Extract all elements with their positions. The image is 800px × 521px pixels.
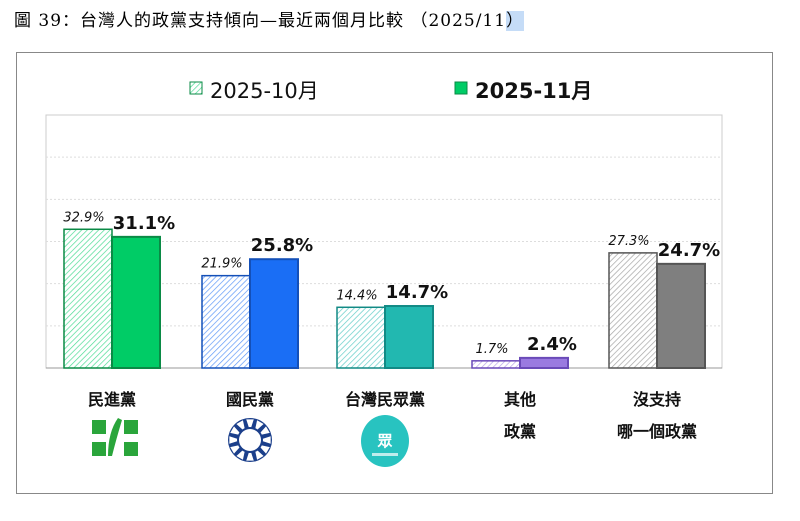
bar-oct	[471, 360, 521, 369]
data-label: 31.1%	[113, 213, 175, 234]
data-label: 1.7%	[475, 342, 508, 357]
tpp-logo: 眾	[361, 415, 409, 467]
chart-frame	[16, 52, 773, 494]
svg-text:眾: 眾	[376, 432, 392, 450]
category-label: 國民黨	[226, 390, 274, 409]
category-label: 沒支持	[633, 390, 681, 409]
title-selected: ）	[506, 11, 525, 31]
legend-label: 2025-10月	[210, 79, 319, 103]
bar-oct	[201, 274, 251, 369]
bar-nov	[519, 356, 569, 370]
legend-label: 2025-11月	[475, 79, 592, 103]
category-label: 哪一個政黨	[617, 422, 697, 441]
data-label: 25.8%	[251, 235, 313, 256]
category-label: 民進黨	[88, 390, 136, 409]
legend-swatch	[454, 81, 468, 95]
bar-oct	[336, 306, 386, 369]
data-label: 32.9%	[63, 210, 104, 225]
data-label: 2.4%	[527, 334, 577, 355]
legend-swatch	[189, 81, 203, 95]
dpp-logo	[92, 418, 138, 456]
data-label: 14.7%	[386, 282, 448, 303]
bar-oct	[63, 228, 113, 369]
bar-nov	[656, 262, 706, 369]
category-label: 台灣民眾黨	[345, 390, 425, 409]
data-label: 21.9%	[201, 257, 242, 272]
category-label: 政黨	[504, 422, 536, 441]
data-label: 14.4%	[336, 288, 377, 303]
bar-nov	[384, 305, 434, 370]
data-label: 27.3%	[608, 234, 649, 249]
bar-nov	[249, 258, 299, 369]
bar-nov	[111, 235, 161, 369]
kmt-logo	[228, 418, 272, 462]
bar-oct	[608, 252, 658, 369]
title-text: 圖 39：台灣人的政黨支持傾向—最近兩個月比較 （2025/11	[14, 11, 507, 31]
data-label: 24.7%	[658, 240, 720, 261]
figure-title: 圖 39：台灣人的政黨支持傾向—最近兩個月比較 （2025/11）	[14, 6, 525, 31]
category-label: 其他	[504, 390, 536, 409]
